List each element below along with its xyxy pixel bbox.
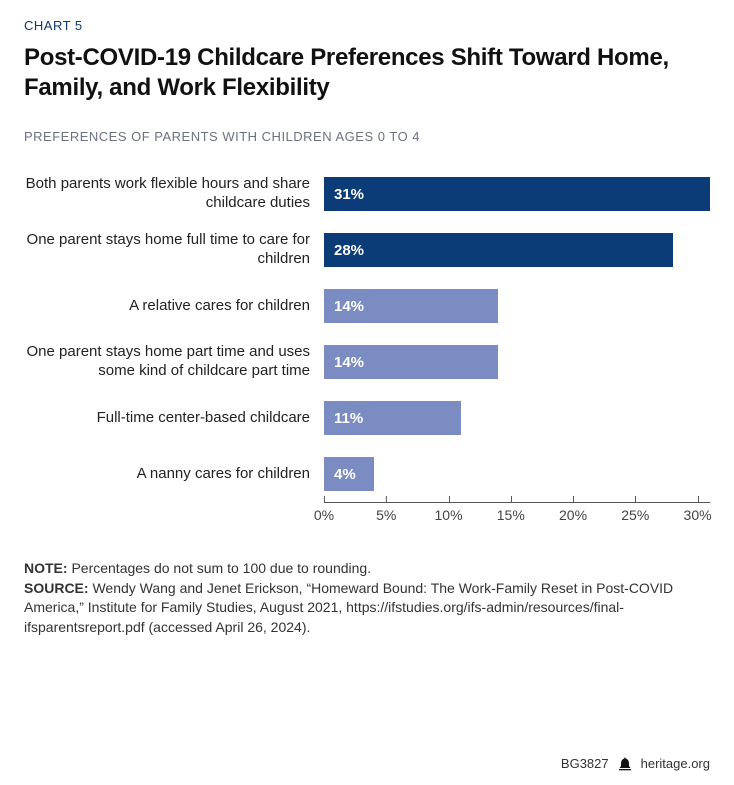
bar-row: A relative cares for children 14% bbox=[24, 278, 710, 334]
bar-track: 31% bbox=[324, 177, 710, 211]
x-tick-label: 20% bbox=[559, 503, 587, 523]
bar-value: 11% bbox=[334, 410, 363, 427]
bar-row: One parent stays home part time and uses… bbox=[24, 334, 710, 390]
x-tick: 5% bbox=[376, 503, 396, 523]
x-tick-label: 5% bbox=[376, 503, 396, 523]
chart-title: Post-COVID-19 Childcare Preferences Shif… bbox=[24, 43, 710, 103]
footer-site: heritage.org bbox=[641, 756, 710, 771]
chart-subtitle: PREFERENCES OF PARENTS WITH CHILDREN AGE… bbox=[24, 129, 710, 144]
note-text: Percentages do not sum to 100 due to rou… bbox=[68, 560, 372, 576]
bar-track: 14% bbox=[324, 345, 710, 379]
bar-row: A nanny cares for children 4% bbox=[24, 446, 710, 502]
x-tick: 10% bbox=[435, 503, 463, 523]
bar-label: A relative cares for children bbox=[24, 297, 324, 316]
bar-row: One parent stays home full time to care … bbox=[24, 222, 710, 278]
bar-label: One parent stays home full time to care … bbox=[24, 231, 324, 269]
bar: 11% bbox=[324, 401, 461, 435]
bar-value: 14% bbox=[334, 354, 364, 371]
bar-label: One parent stays home part time and uses… bbox=[24, 343, 324, 381]
bar: 4% bbox=[324, 457, 374, 491]
bar-track: 4% bbox=[324, 457, 710, 491]
note-label: NOTE: bbox=[24, 560, 68, 576]
bar-chart: Both parents work flexible hours and sha… bbox=[24, 166, 710, 531]
chart-number-label: CHART 5 bbox=[24, 18, 710, 33]
bar: 14% bbox=[324, 345, 498, 379]
x-tick-label: 15% bbox=[497, 503, 525, 523]
bar-label: Full-time center-based childcare bbox=[24, 409, 324, 428]
x-tick: 30% bbox=[684, 503, 712, 523]
bar-label: A nanny cares for children bbox=[24, 465, 324, 484]
bar: 31% bbox=[324, 177, 710, 211]
x-tick-label: 25% bbox=[621, 503, 649, 523]
footer: BG3827 heritage.org bbox=[561, 756, 710, 771]
x-tick: 15% bbox=[497, 503, 525, 523]
bar-track: 28% bbox=[324, 233, 710, 267]
bar-track: 14% bbox=[324, 289, 710, 323]
bar-value: 4% bbox=[334, 466, 356, 483]
x-tick: 25% bbox=[621, 503, 649, 523]
bar-track: 11% bbox=[324, 401, 710, 435]
bar-value: 14% bbox=[334, 298, 364, 315]
footer-ref: BG3827 bbox=[561, 756, 609, 771]
source-label: SOURCE: bbox=[24, 580, 89, 596]
x-tick: 20% bbox=[559, 503, 587, 523]
notes-block: NOTE: Percentages do not sum to 100 due … bbox=[24, 559, 710, 637]
bar-row: Both parents work flexible hours and sha… bbox=[24, 166, 710, 222]
bar-label: Both parents work flexible hours and sha… bbox=[24, 175, 324, 213]
x-axis-ticks: 0%5%10%15%20%25%30% bbox=[324, 503, 710, 531]
x-tick: 0% bbox=[314, 503, 334, 523]
bar-value: 28% bbox=[334, 242, 364, 259]
bar-row: Full-time center-based childcare 11% bbox=[24, 390, 710, 446]
x-tick-label: 0% bbox=[314, 503, 334, 523]
x-tick-label: 10% bbox=[435, 503, 463, 523]
bar: 14% bbox=[324, 289, 498, 323]
source-text: Wendy Wang and Jenet Erickson, “Homeward… bbox=[24, 580, 673, 635]
bell-icon bbox=[619, 757, 631, 771]
bar-value: 31% bbox=[334, 186, 364, 203]
x-tick-label: 30% bbox=[684, 503, 712, 523]
bar: 28% bbox=[324, 233, 673, 267]
